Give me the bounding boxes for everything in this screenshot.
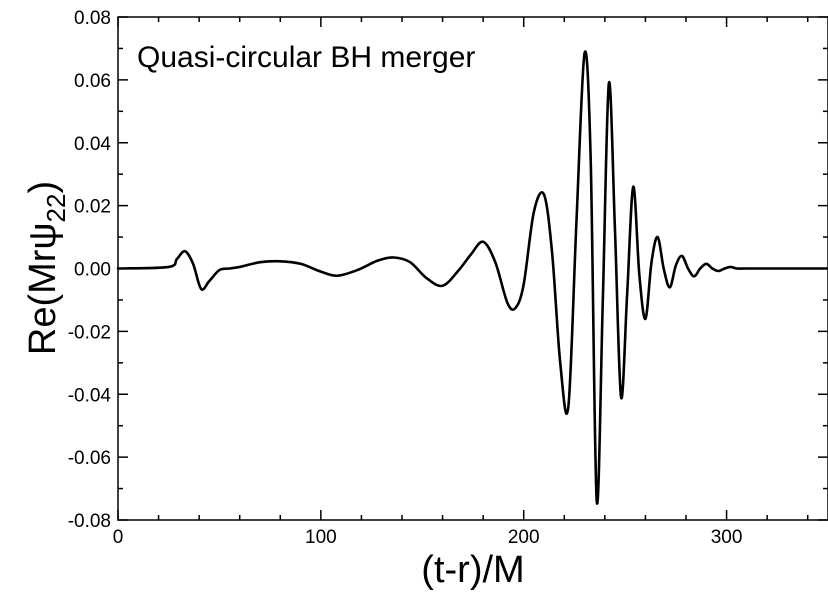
y-tick-label: 0.06 (74, 71, 111, 92)
x-tick-label: 200 (508, 527, 540, 548)
waveform-line (116, 50, 828, 505)
y-tick-label: 0.02 (74, 197, 111, 218)
tick-labels: -0.08 -0.06 -0.04 -0.02 0.00 0.02 0.04 0.06 0.08… (68, 8, 743, 548)
y-axis-label: Re(Mrψ22) (22, 181, 71, 355)
y-axis-label-subscript: 22 (41, 194, 71, 223)
chart-title: Quasi-circular BH merger (137, 41, 475, 74)
x-tick-label: 300 (711, 527, 743, 548)
y-tick-label: 0.00 (74, 260, 111, 281)
y-tick-label: -0.08 (68, 511, 111, 532)
x-tick-label: 100 (305, 527, 337, 548)
y-tick-label: 0.08 (74, 8, 111, 29)
x-tick-label: 0 (113, 527, 124, 548)
y-tick-label: -0.04 (68, 385, 112, 406)
y-tick-label: 0.04 (74, 134, 111, 155)
y-axis-label-main: Re(Mrψ (22, 222, 64, 355)
y-axis-label-close: ) (22, 181, 64, 194)
y-tick-label: -0.02 (68, 322, 111, 343)
x-axis-label: (t-r)/M (421, 549, 524, 591)
y-tick-label: -0.06 (68, 448, 111, 469)
axis-ticks (117, 16, 828, 521)
